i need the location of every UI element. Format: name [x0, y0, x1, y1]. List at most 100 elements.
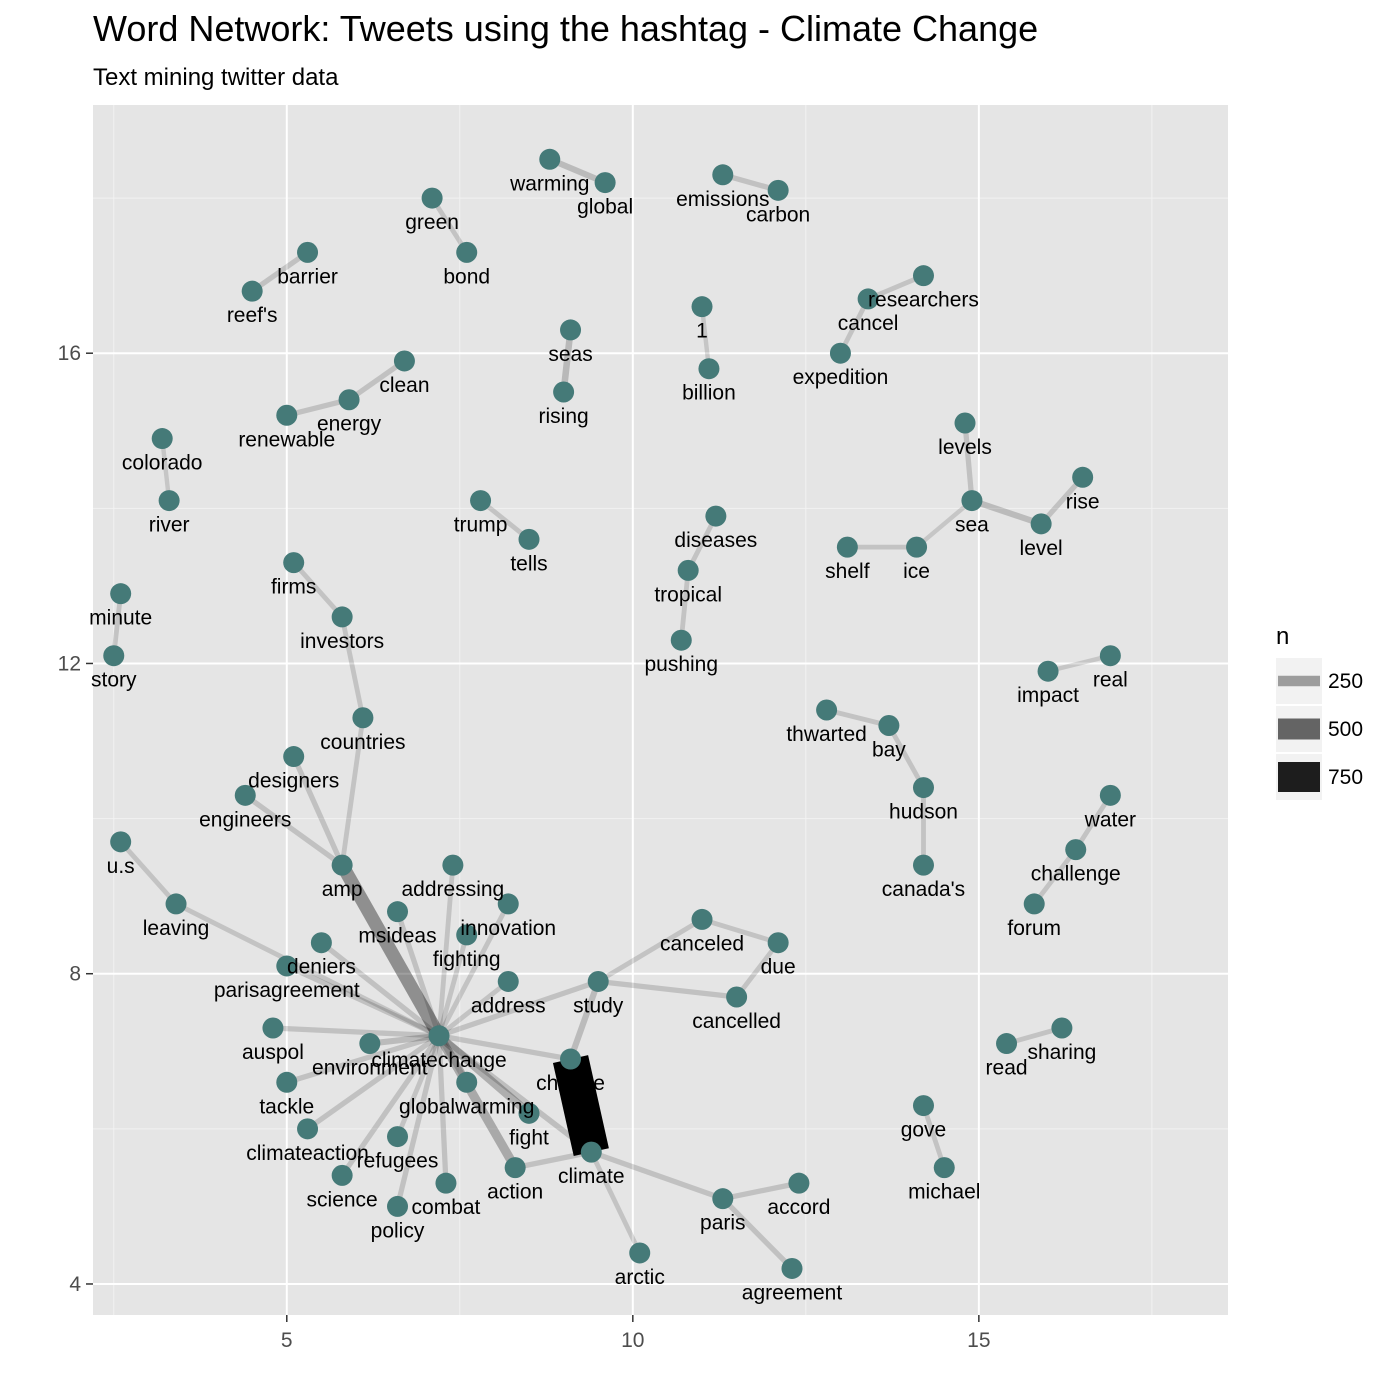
node-label-read: read — [986, 1057, 1028, 1080]
node-label-combat: combat — [412, 1196, 481, 1219]
edge-refugees-climatechange — [395, 1034, 442, 1138]
node-arctic — [629, 1242, 651, 1264]
node-label-arctic: arctic — [615, 1266, 665, 1289]
node-label-water: water — [1084, 808, 1136, 831]
node-label-emissions: emissions — [676, 188, 769, 211]
edge-engineers-amp — [243, 793, 344, 868]
edge-investors-countries — [339, 616, 366, 719]
edge-due-cancelled — [734, 941, 781, 999]
node-trump — [470, 490, 492, 512]
node-river — [158, 490, 180, 512]
edge-water-challenge — [1073, 794, 1113, 851]
node-parisagreement — [276, 955, 298, 977]
node-story — [103, 645, 125, 667]
edge-barrier-reefs — [250, 250, 310, 294]
node-billion — [698, 358, 720, 380]
node-label-canceled: canceled — [660, 932, 744, 955]
node-levels — [954, 412, 976, 434]
edge-action-climatechange — [435, 1033, 520, 1170]
edge-policy-climatechange — [394, 1035, 442, 1208]
y-tick-label: 16 — [58, 342, 81, 365]
edge-addressing-climatechange — [436, 864, 456, 1036]
node-globalwarming — [456, 1071, 478, 1093]
node-label-deniers: deniers — [287, 956, 356, 979]
node-bay — [878, 715, 900, 737]
node-label-clean: clean — [379, 374, 429, 397]
chart-subtitle: Text mining twitter data — [93, 64, 339, 91]
node-impact — [1037, 660, 1059, 682]
node-gove — [912, 1095, 934, 1117]
edge-sea-level — [970, 497, 1043, 527]
edge-fighting-climatechange — [436, 934, 470, 1037]
legend-key-bg — [1276, 658, 1322, 704]
node-accord — [788, 1172, 810, 1194]
node-sea — [961, 490, 983, 512]
node-reefs — [241, 280, 263, 302]
legend-label-500: 500 — [1328, 718, 1363, 741]
edge-levels-sea — [962, 422, 975, 501]
node-designers — [283, 746, 305, 768]
node-leaving — [165, 893, 187, 915]
node-label-innovation: innovation — [460, 917, 556, 940]
node-warming — [539, 148, 561, 170]
edge-energy-renewable — [286, 397, 350, 418]
node-label-thwarted: thwarted — [786, 723, 867, 746]
edge-tackle-climatechange — [286, 1033, 440, 1085]
node-label-bond: bond — [443, 265, 490, 288]
node-label-ice: ice — [903, 560, 930, 583]
node-bond — [456, 241, 478, 263]
edge-msideas-climatechange — [395, 910, 442, 1037]
node-green — [421, 187, 443, 209]
node-label-michael: michael — [908, 1181, 980, 1204]
node-thwarted — [816, 699, 838, 721]
edge-study-climatechange — [438, 978, 600, 1039]
node-label-refugees: refugees — [357, 1150, 439, 1173]
legend-title: n — [1276, 623, 1289, 650]
y-tick-label: 8 — [69, 963, 81, 986]
node-challenge — [1065, 839, 1087, 861]
node-study — [587, 970, 609, 992]
node-water — [1099, 784, 1121, 806]
edge-climateaction-climatechange — [306, 1033, 441, 1132]
node-one — [691, 296, 713, 318]
edge-deniers-climatechange — [319, 940, 441, 1038]
node-label-global: global — [577, 196, 633, 219]
node-addressing — [442, 854, 464, 876]
node-michael — [933, 1157, 955, 1179]
node-firms — [283, 552, 305, 574]
node-climateaction — [297, 1118, 319, 1140]
legend-label-750: 750 — [1328, 766, 1363, 789]
node-expedition — [829, 342, 851, 364]
node-label-energy: energy — [317, 413, 382, 436]
node-label-engineers: engineers — [199, 808, 291, 831]
edge-change-climatechange — [438, 1033, 571, 1062]
node-change — [560, 1048, 582, 1070]
node-climatechange — [428, 1025, 450, 1047]
node-hudson — [912, 777, 934, 799]
node-engineers — [234, 784, 256, 806]
node-label-carbon: carbon — [746, 203, 810, 226]
node-label-tackle: tackle — [259, 1095, 314, 1118]
edge-paris-accord — [722, 1180, 800, 1202]
node-label-cancel: cancel — [838, 312, 899, 335]
edge-innovation-climatechange — [436, 902, 511, 1037]
node-cancelled — [726, 986, 748, 1008]
node-label-sea: sea — [955, 514, 989, 537]
node-tackle — [276, 1071, 298, 1093]
node-label-change: change — [536, 1072, 605, 1095]
node-deniers — [310, 932, 332, 954]
node-minute — [110, 583, 132, 605]
node-amp — [331, 854, 353, 876]
node-label-bay: bay — [872, 739, 906, 762]
node-label-colorado: colorado — [122, 452, 203, 475]
node-sharing — [1051, 1017, 1073, 1039]
node-level — [1030, 513, 1052, 535]
grid-lines — [93, 105, 1228, 1315]
edges — [111, 156, 1113, 1271]
node-real — [1099, 645, 1121, 667]
node-label-policy: policy — [371, 1219, 425, 1242]
node-diseases — [705, 505, 727, 527]
node-label-shelf: shelf — [825, 560, 870, 583]
node-label-levels: levels — [938, 436, 992, 459]
